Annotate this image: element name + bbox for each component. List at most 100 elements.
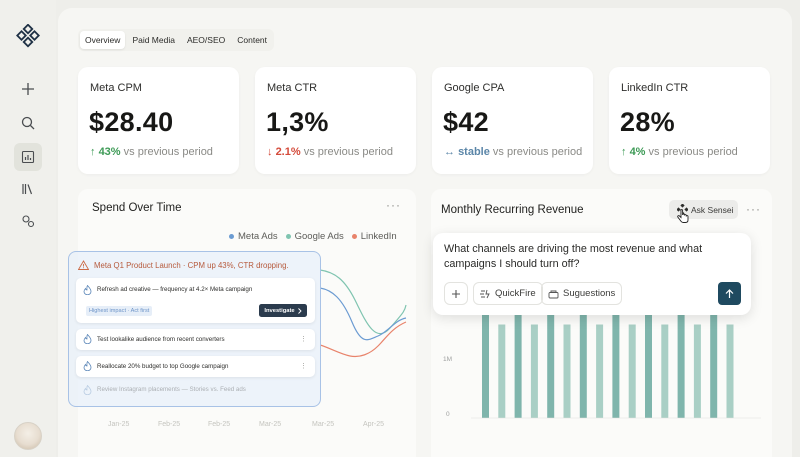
metric-card-meta-cpm[interactable]: Meta CPM $28.40 ↑ 43% vs previous period xyxy=(78,67,239,174)
tab-content[interactable]: Content xyxy=(237,35,268,45)
mrr-panel-title: Monthly Recurring Revenue xyxy=(441,204,584,216)
x-tick: Mar-25 xyxy=(312,421,335,428)
mrr-bar[interactable] xyxy=(579,304,587,418)
mrr-bar[interactable] xyxy=(596,324,604,419)
quickfire-label: QuickFire xyxy=(495,288,536,299)
x-tick: Feb-25 xyxy=(158,421,181,428)
investigate-button[interactable]: Investigate xyxy=(259,304,307,317)
more-menu-icon[interactable]: ··· xyxy=(746,202,761,216)
delta-suffix: vs previous period xyxy=(303,146,393,158)
spend-line-chart xyxy=(320,269,407,358)
legend-label: Meta Ads xyxy=(238,231,278,242)
cursor-hand-icon xyxy=(677,209,689,229)
mrr-bar[interactable] xyxy=(726,324,734,419)
delta-value: 4% xyxy=(629,146,646,158)
series-line-linkedin xyxy=(320,321,407,358)
question-text[interactable]: What channels are driving the most reven… xyxy=(444,243,703,270)
x-tick: Mar-25 xyxy=(259,421,282,428)
recommendation-text: Test lookalike audience from recent conv… xyxy=(97,336,225,343)
mrr-bar[interactable] xyxy=(482,304,489,418)
recommendation-item[interactable]: Refresh ad creative — frequency at 4.2× … xyxy=(76,278,315,323)
spend-legend: Meta Ads Google Ads LinkedIn xyxy=(229,231,397,242)
legend-item-google: Google Ads xyxy=(285,231,344,242)
legend-label: LinkedIn xyxy=(360,231,397,242)
recommendation-item[interactable]: Test lookalike audience from recent conv… xyxy=(76,329,315,350)
tab-paid-media[interactable]: Paid Media xyxy=(132,35,175,45)
metric-card-google-cpa[interactable]: Google CPA $42 ↔ stable vs previous peri… xyxy=(432,67,593,174)
delta-value: 43% xyxy=(98,146,121,158)
suggestions-button[interactable]: Suguestions xyxy=(541,282,623,305)
flame-icon xyxy=(83,285,92,295)
mrr-bar-chart xyxy=(471,304,761,419)
legend-item-linkedin: LinkedIn xyxy=(351,231,397,242)
mrr-bar[interactable] xyxy=(693,324,701,419)
bar-chart-icon[interactable] xyxy=(14,143,42,171)
recommendation-text: Review Instagram placements — Stories vs… xyxy=(97,386,246,393)
add-attachment-button[interactable] xyxy=(444,282,468,305)
item-menu-icon[interactable]: ⋮ xyxy=(300,336,307,343)
ai-question-card: What channels are driving the most reven… xyxy=(433,233,751,315)
metric-card-meta-ctr[interactable]: Meta CTR 1,3% ↓ 2.1% vs previous period xyxy=(255,67,416,174)
metric-delta: ↔ stable vs previous period xyxy=(444,146,582,158)
metric-value: $42 xyxy=(443,107,489,137)
delta-suffix: vs previous period xyxy=(123,146,213,158)
mrr-bar[interactable] xyxy=(628,324,636,419)
flame-icon xyxy=(83,361,92,371)
mrr-bar[interactable] xyxy=(547,304,555,418)
mrr-bar[interactable] xyxy=(514,304,522,418)
campaign-alert-overlay: Meta Q1 Product Launch · CPM up 43%, CTR… xyxy=(68,251,321,407)
arrow-up-icon: ↑ xyxy=(90,146,96,158)
warning-icon xyxy=(78,260,89,270)
delta-suffix: vs previous period xyxy=(492,146,583,158)
arrow-down-icon: ↓ xyxy=(267,146,273,158)
metric-value: $28.40 xyxy=(89,107,174,137)
mrr-bar[interactable] xyxy=(661,324,669,419)
ask-sensei-button[interactable]: Ask Sensei xyxy=(669,200,738,219)
more-menu-icon[interactable]: ··· xyxy=(386,198,401,212)
mrr-bar[interactable] xyxy=(498,324,506,419)
legend-label: Google Ads xyxy=(294,231,344,242)
mrr-bar[interactable] xyxy=(612,304,620,418)
y-tick: 0 xyxy=(446,411,450,418)
avatar[interactable] xyxy=(14,422,42,450)
metric-delta: ↑ 4% vs previous period xyxy=(621,146,738,158)
mrr-bar[interactable] xyxy=(677,304,685,418)
flame-icon xyxy=(83,385,92,395)
recommendation-item[interactable]: Review Instagram placements — Stories vs… xyxy=(76,383,315,397)
search-icon[interactable] xyxy=(14,109,42,137)
ask-sensei-label: Ask Sensei xyxy=(691,204,734,215)
connections-icon[interactable] xyxy=(14,207,42,235)
recommendation-item[interactable]: Reallocate 20% budget to top Google camp… xyxy=(76,356,315,377)
arrow-up-icon xyxy=(725,288,734,298)
mrr-bar[interactable] xyxy=(563,324,571,419)
series-line-google xyxy=(320,269,407,335)
item-menu-icon[interactable]: ⋮ xyxy=(300,363,307,370)
arrow-up-icon: ↑ xyxy=(621,146,627,158)
metric-value: 28% xyxy=(620,107,675,137)
send-button[interactable] xyxy=(718,282,741,305)
mrr-bar[interactable] xyxy=(710,304,718,418)
delta-suffix: vs previous period xyxy=(648,146,738,158)
diamond-grid-icon[interactable] xyxy=(15,23,41,48)
quickfire-button[interactable]: QuickFire xyxy=(473,282,543,305)
mrr-bar[interactable] xyxy=(530,324,538,419)
x-tick: Apr-25 xyxy=(363,421,385,428)
series-line-meta xyxy=(320,287,407,341)
tab-bar: Overview Paid Media AEO/SEO Content xyxy=(78,29,275,51)
delta-value: 2.1% xyxy=(275,146,301,158)
chevron-right-icon xyxy=(297,307,302,314)
recommendation-text: Refresh ad creative — frequency at 4.2× … xyxy=(97,286,253,293)
library-icon[interactable] xyxy=(14,175,42,203)
tab-overview[interactable]: Overview xyxy=(80,31,126,49)
tab-aeo-seo[interactable]: AEO/SEO xyxy=(186,35,226,45)
impact-tag: Highest impact · Act first xyxy=(86,306,153,316)
metric-delta: ↓ 2.1% vs previous period xyxy=(267,146,393,158)
recommendation-text: Reallocate 20% budget to top Google camp… xyxy=(97,363,229,370)
legend-item-meta: Meta Ads xyxy=(229,231,278,242)
y-tick: 1M xyxy=(443,356,453,363)
plus-icon[interactable] xyxy=(14,75,42,103)
arrow-left-right-icon: ↔ xyxy=(444,146,455,158)
suggestions-label: Suguestions xyxy=(563,288,616,299)
metric-card-linkedin-ctr[interactable]: LinkedIn CTR 28% ↑ 4% vs previous period xyxy=(609,67,770,174)
mrr-bar[interactable] xyxy=(645,304,652,418)
